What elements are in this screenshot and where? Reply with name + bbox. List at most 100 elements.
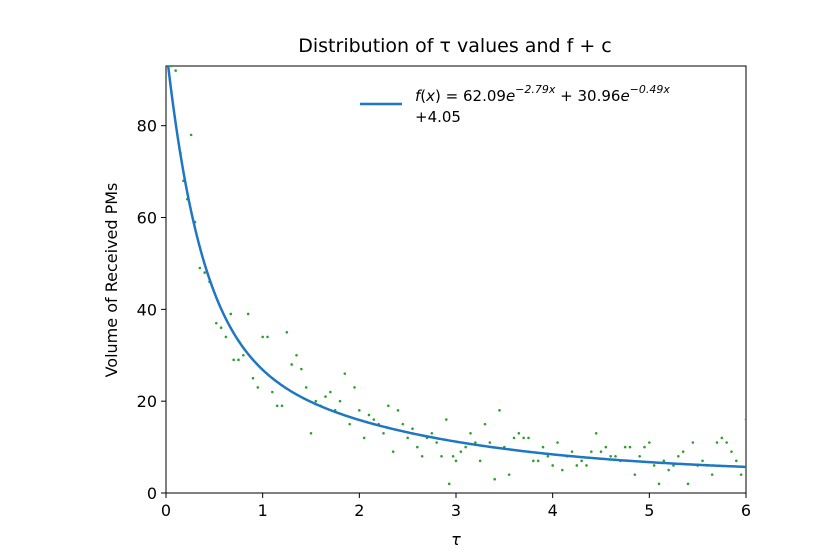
- y-axis-title: Volume of Received PMs: [102, 183, 121, 378]
- scatter-point: [614, 454, 617, 458]
- scatter-point: [406, 436, 409, 440]
- scatter-point: [372, 418, 376, 421]
- scatter-point: [300, 367, 303, 371]
- scatter-point: [314, 399, 318, 403]
- chart-title: Distribution of τ values and f + c: [298, 35, 611, 57]
- scatter-point: [474, 441, 477, 444]
- y-tick-label: 40: [137, 300, 157, 319]
- scatter-point: [710, 473, 714, 476]
- scatter-point: [517, 432, 521, 435]
- scatter-point: [459, 450, 463, 453]
- scatter-point: [391, 450, 395, 453]
- scatter-point: [367, 413, 371, 417]
- scatter-point: [469, 432, 472, 435]
- scatter-point: [237, 358, 240, 362]
- legend-e2: e: [620, 87, 629, 105]
- scatter-point: [343, 372, 347, 375]
- scatter-point: [382, 432, 385, 435]
- x-tick-label: 0: [161, 501, 171, 520]
- y-tick-label: 80: [137, 117, 157, 136]
- x-tick-label: 5: [644, 501, 654, 520]
- x-axis-title: τ: [451, 530, 461, 549]
- scatter-point: [570, 450, 574, 453]
- scatter-point: [271, 390, 274, 394]
- scatter-point: [536, 459, 540, 463]
- scatter-point: [541, 445, 545, 449]
- scatter-point: [667, 468, 670, 472]
- scatter-point: [338, 399, 342, 403]
- scatter-point: [739, 473, 743, 476]
- scatter-point: [512, 436, 516, 440]
- scatter-point: [251, 376, 255, 380]
- scatter-point: [507, 473, 511, 476]
- scatter-point: [440, 454, 443, 458]
- scatter-point: [546, 454, 550, 458]
- x-tick-label: 1: [258, 501, 268, 520]
- scatter-point: [387, 404, 390, 408]
- scatter-point: [224, 335, 228, 339]
- scatter-point: [232, 358, 235, 362]
- scatter-point: [290, 363, 293, 366]
- scatter-point: [285, 331, 289, 334]
- scatter-point: [493, 477, 496, 481]
- scatter-point: [522, 436, 525, 440]
- scatter-point: [256, 386, 260, 389]
- x-tick-label: 2: [354, 501, 364, 520]
- scatter-point: [353, 386, 356, 389]
- y-tick-label: 20: [137, 392, 157, 411]
- legend-f: f: [415, 87, 423, 105]
- scatter-point: [532, 459, 535, 463]
- scatter-point: [623, 445, 627, 449]
- scatter-point: [686, 482, 690, 486]
- scatter-point: [725, 441, 728, 444]
- legend-label-line2: +4.05: [415, 108, 461, 126]
- scatter-point: [561, 468, 564, 472]
- scatter-point: [219, 326, 223, 330]
- scatter-point: [628, 445, 632, 449]
- legend-x: x: [425, 87, 435, 105]
- scatter-point: [478, 459, 482, 463]
- scatter-point: [556, 441, 559, 444]
- scatter-point: [420, 454, 424, 458]
- scatter-point: [304, 386, 308, 389]
- legend-paren: (: [420, 87, 426, 105]
- scatter-point: [169, 66, 173, 68]
- scatter-point: [261, 335, 264, 339]
- scatter-point: [657, 482, 661, 486]
- y-tick-label: 0: [147, 484, 157, 503]
- scatter-point: [498, 409, 501, 412]
- scatter-point: [280, 404, 284, 408]
- scatter-point: [744, 418, 746, 421]
- scatter-point: [430, 432, 434, 435]
- scatter-point: [652, 464, 656, 467]
- scatter-point: [447, 482, 451, 486]
- scatter-point: [604, 445, 608, 449]
- scatter-point: [483, 422, 487, 426]
- fit-curve: [166, 66, 746, 469]
- scatter-point: [203, 271, 206, 274]
- scatter-point: [464, 445, 467, 449]
- scatter-point: [691, 441, 695, 444]
- scatter-point: [715, 441, 719, 444]
- scatter-point: [435, 441, 438, 444]
- scatter-point: [324, 395, 327, 398]
- scatter-point: [266, 335, 269, 339]
- scatter-point: [551, 464, 554, 467]
- scatter-point: [396, 409, 400, 412]
- scatter-point: [643, 445, 646, 449]
- scatter-point: [198, 266, 202, 270]
- scatter-point: [648, 441, 651, 444]
- scatter-point: [454, 459, 458, 463]
- scatter-point: [720, 436, 724, 440]
- legend-exp2: −0.49x: [630, 83, 671, 96]
- scatter-point: [295, 353, 298, 357]
- scatter-point: [575, 464, 579, 467]
- scatter-point: [590, 450, 593, 453]
- scatter-point: [594, 432, 598, 435]
- legend-label-line1: f(x) = 62.09e−2.79x + 30.96e−0.49x: [415, 83, 670, 105]
- x-tick-label: 6: [741, 501, 751, 520]
- scatter-point: [242, 353, 245, 357]
